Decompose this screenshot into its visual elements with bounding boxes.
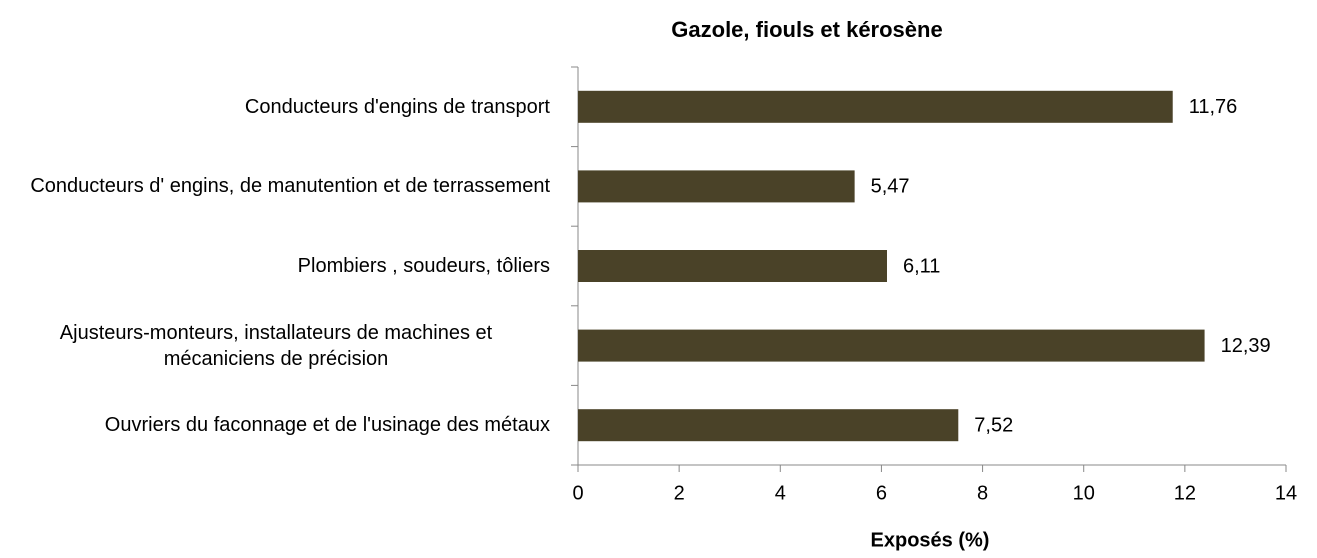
y-tick-label: Plombiers , soudeurs, tôliers <box>297 255 550 277</box>
x-tick-label: 6 <box>876 482 887 504</box>
bar <box>578 250 887 282</box>
y-tick-label: Ajusteurs-monteurs, installateurs de mac… <box>59 321 493 370</box>
bar <box>578 170 855 203</box>
bar <box>578 90 1173 123</box>
x-tick-label: 10 <box>1073 482 1095 504</box>
x-tick-label: 14 <box>1275 482 1297 504</box>
chart-title: Gazole, fiouls et kérosène <box>671 17 942 42</box>
y-tick-label: Conducteurs d' engins, de manutention et… <box>30 175 550 198</box>
data-label: 11,76 <box>1189 96 1238 118</box>
bar <box>578 329 1205 362</box>
data-label: 6,11 <box>903 255 940 277</box>
x-tick-label: 0 <box>572 482 583 504</box>
y-tick-label: Conducteurs d'engins de transport <box>244 95 550 118</box>
x-tick-label: 8 <box>977 482 988 504</box>
x-tick-label: 12 <box>1174 482 1196 504</box>
x-tick-label: 4 <box>775 482 786 504</box>
x-axis-label: Exposés (%) <box>871 529 990 551</box>
data-label: 12,39 <box>1221 335 1271 357</box>
y-tick-label: Ouvriers du faconnage et de l'usinage de… <box>104 414 550 437</box>
x-tick-label: 2 <box>674 482 685 504</box>
bar <box>578 409 959 442</box>
data-label: 7,52 <box>974 414 1013 436</box>
data-label: 5,47 <box>871 176 910 198</box>
